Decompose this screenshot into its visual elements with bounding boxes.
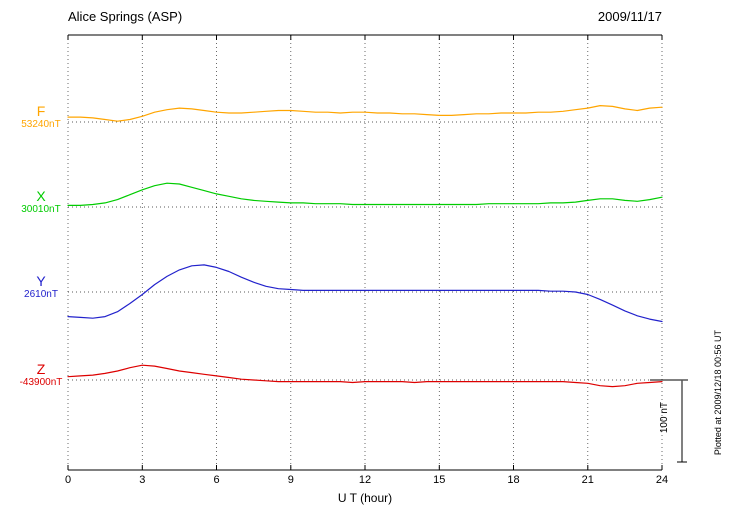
- x-tick-label-18: 18: [507, 474, 520, 486]
- x-tick-label-21: 21: [581, 474, 594, 486]
- channel-label-z: Z -43900nT: [12, 361, 70, 389]
- plotted-at-note: Plotted at 2009/12/18 00:56 UT: [713, 330, 723, 456]
- channel-baseline-z: -43900nT: [19, 377, 63, 389]
- channel-letter-x: X: [36, 188, 46, 204]
- channel-label-x: X 30010nT: [12, 188, 70, 216]
- station-title: Alice Springs (ASP): [68, 9, 183, 24]
- x-tick-label-9: 9: [287, 474, 294, 486]
- channel-baseline-x: 30010nT: [21, 204, 61, 216]
- x-tick-label-6: 6: [213, 474, 220, 486]
- x-axis-title: U T (hour): [337, 491, 393, 505]
- x-tick-label-0: 0: [64, 474, 72, 486]
- channel-baseline-f: 53240nT: [21, 119, 61, 131]
- channel-label-y: Y 2610nT: [12, 273, 70, 301]
- x-tick-label-24: 24: [655, 474, 669, 486]
- channel-letter-f: F: [36, 103, 46, 119]
- channel-letter-y: Y: [36, 273, 46, 289]
- x-tick-label-15: 15: [433, 474, 446, 486]
- channel-baseline-y: 2610nT: [24, 289, 58, 301]
- channel-letter-z: Z: [36, 361, 46, 377]
- x-tick-label-12: 12: [358, 474, 372, 486]
- scale-bar-label: 100 nT: [659, 402, 670, 434]
- channel-label-f: F 53240nT: [12, 103, 70, 131]
- x-tick-label-3: 3: [139, 474, 146, 486]
- plot-date: 2009/11/17: [597, 9, 662, 24]
